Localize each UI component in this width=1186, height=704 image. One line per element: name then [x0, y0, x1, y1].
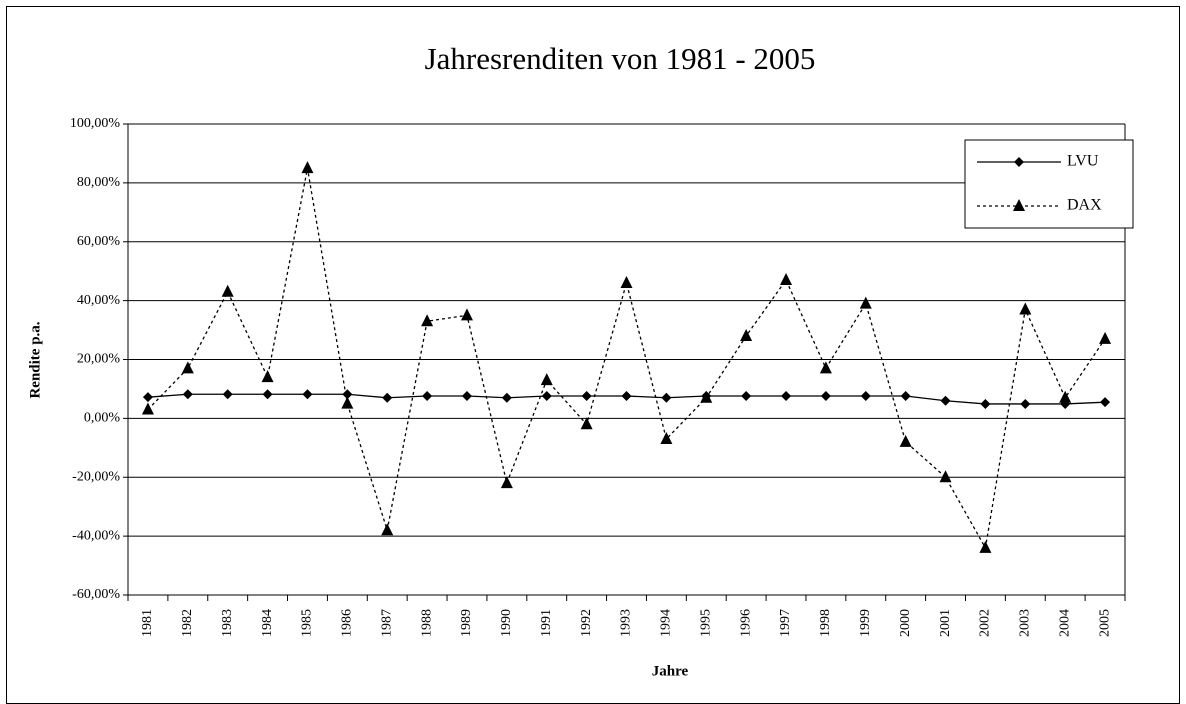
y-tick-label: -20,00% — [72, 469, 120, 484]
point — [1059, 390, 1072, 403]
point — [860, 391, 871, 402]
x-tick-label: 1996 — [738, 609, 753, 637]
x-tick-label: 1992 — [579, 609, 594, 637]
point — [1099, 331, 1112, 344]
point — [939, 470, 952, 483]
point — [382, 392, 393, 403]
point — [660, 431, 673, 444]
point — [460, 308, 473, 321]
x-axis-label: Jahre — [652, 663, 689, 679]
point — [979, 540, 992, 553]
point — [422, 391, 433, 402]
point — [142, 392, 153, 403]
point — [141, 402, 154, 415]
x-tick-label: 2005 — [1097, 609, 1112, 637]
point — [221, 284, 234, 297]
y-tick-label: 100,00% — [70, 116, 121, 131]
point — [780, 273, 793, 286]
point — [1019, 302, 1032, 315]
legend-box — [964, 139, 1134, 229]
y-tick-label: 40,00% — [77, 293, 121, 308]
x-tick-label: 1998 — [818, 609, 833, 637]
x-tick-label: 1987 — [379, 609, 394, 637]
point — [222, 389, 233, 400]
y-tick-label: 0,00% — [84, 411, 121, 426]
x-tick-label: 2000 — [898, 609, 913, 637]
x-tick-label: 2004 — [1057, 609, 1072, 637]
point — [741, 391, 752, 402]
point — [740, 328, 753, 341]
point — [661, 392, 672, 403]
legend-marker — [1013, 199, 1025, 211]
point — [501, 392, 512, 403]
point — [541, 391, 552, 402]
y-tick-label: -40,00% — [72, 528, 120, 543]
point — [620, 275, 633, 288]
point — [302, 389, 313, 400]
legend-label: DAX — [1067, 197, 1102, 214]
x-tick-label: 1981 — [140, 609, 155, 637]
point — [261, 370, 274, 383]
x-tick-label: 1984 — [260, 609, 275, 637]
y-tick-label: 60,00% — [77, 234, 121, 249]
x-tick-label: 1985 — [300, 609, 315, 637]
x-tick-label: 1990 — [499, 609, 514, 637]
x-tick-label: 1982 — [180, 609, 195, 637]
point — [899, 434, 912, 447]
chart-title: Jahresrenditen von 1981 - 2005 — [425, 41, 816, 76]
point — [262, 389, 273, 400]
x-tick-label: 1994 — [659, 609, 674, 637]
point — [781, 391, 792, 402]
point — [940, 395, 951, 406]
x-tick-label: 1983 — [220, 609, 235, 637]
y-tick-label: 80,00% — [77, 175, 121, 190]
legend-marker — [1014, 157, 1024, 167]
point — [820, 391, 831, 402]
point — [819, 361, 832, 374]
x-tick-label: 2003 — [1018, 609, 1033, 637]
point — [182, 389, 193, 400]
point — [581, 391, 592, 402]
legend-label: LVU — [1067, 153, 1099, 170]
x-tick-label: 1999 — [858, 609, 873, 637]
point — [621, 391, 632, 402]
point — [181, 361, 194, 374]
x-tick-label: 1993 — [619, 609, 634, 637]
point — [700, 390, 713, 403]
point — [301, 161, 314, 174]
point — [341, 396, 354, 409]
point — [342, 389, 353, 400]
x-tick-label: 1991 — [539, 609, 554, 637]
x-tick-label: 1995 — [698, 609, 713, 637]
x-tick-label: 1986 — [340, 609, 355, 637]
point — [980, 398, 991, 409]
y-axis-label: Rendite p.a. — [27, 321, 43, 398]
x-tick-label: 2002 — [978, 609, 993, 637]
y-tick-label: 20,00% — [77, 352, 121, 367]
point — [859, 296, 872, 309]
x-tick-label: 1989 — [459, 609, 474, 637]
point — [1100, 397, 1111, 408]
point — [580, 417, 593, 430]
point — [900, 391, 911, 402]
point — [540, 373, 553, 386]
chart-border — [6, 6, 1180, 704]
x-tick-label: 1997 — [778, 609, 793, 637]
point — [421, 314, 434, 327]
point — [461, 391, 472, 402]
y-tick-label: -60,00% — [72, 587, 120, 602]
x-tick-label: 2001 — [938, 609, 953, 637]
x-tick-label: 1988 — [419, 609, 434, 637]
point — [381, 523, 394, 536]
point — [1020, 398, 1031, 409]
point — [500, 476, 513, 489]
